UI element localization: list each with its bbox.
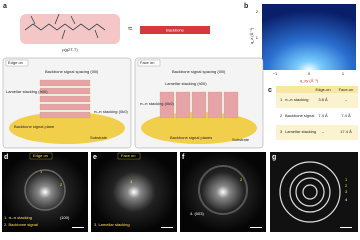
- cell: π–π stacking: [285, 97, 309, 102]
- marker: 2: [240, 177, 243, 182]
- y-axis-label: q_z (Å⁻¹): [249, 27, 254, 44]
- cell: 3.8 Å: [318, 97, 328, 102]
- cell: 7.4 Å: [318, 113, 328, 118]
- panel-title: Face on: [121, 153, 135, 158]
- panel-label: d: [4, 154, 8, 161]
- polymer-label: p(g2T-T): [62, 47, 78, 52]
- row-bg: [276, 125, 358, 140]
- annotation: Substrate: [90, 135, 108, 140]
- panel-d: d Edge on 1 2 (100) 1. π–π stacking 2. B…: [2, 152, 88, 232]
- row-bg: [276, 109, 358, 124]
- x-tick: −1: [273, 71, 278, 76]
- row-bg: [276, 93, 358, 108]
- cell: 2: [280, 113, 283, 118]
- backbone-label: Backbone: [166, 28, 185, 33]
- cell: –: [322, 129, 325, 134]
- face-on-box: Face on Backbone signal spacing (00l) La…: [134, 57, 264, 149]
- annotation: Substrate: [232, 137, 250, 142]
- cell: 7.4 Å: [341, 113, 351, 118]
- annotation: Backbone signal planes: [170, 135, 212, 140]
- panel-label: g: [272, 154, 276, 161]
- y-tick: 1: [256, 35, 259, 40]
- annotation: Lamellar stacking (h00): [165, 81, 207, 86]
- box-title: Edge on: [8, 60, 23, 65]
- cell: 1: [280, 97, 283, 102]
- marker: 2: [60, 182, 63, 187]
- annotation: 4. (003): [190, 211, 204, 216]
- edge-on-box: Edge on Backbone signal spacing (00l) La…: [2, 57, 132, 149]
- backbone-bar: [140, 26, 210, 34]
- molecule-box: [20, 14, 120, 44]
- header: Face-on: [339, 87, 354, 92]
- approx: ≈: [128, 24, 133, 33]
- annotation: 2. Backbone signal: [4, 222, 38, 227]
- ring-label: 3: [345, 189, 348, 194]
- annotation: Backbone signal plane: [14, 124, 55, 129]
- annotation: Backbone signal spacing (00l): [172, 69, 226, 74]
- annotation: 3. Lamellar stacking: [94, 222, 130, 227]
- panel-label: b: [244, 3, 248, 10]
- ring-label: 2: [345, 183, 348, 188]
- marker: 3: [130, 179, 133, 184]
- x-tick: 1: [342, 71, 345, 76]
- cell: 17.4 Å: [340, 129, 352, 134]
- x-tick: 0: [308, 71, 311, 76]
- panel-title: Edge on: [33, 153, 48, 158]
- box-title: Face on: [140, 60, 154, 65]
- panel-label: c: [268, 87, 272, 94]
- cell: –: [345, 97, 348, 102]
- annotation: 1. π–π stacking: [4, 215, 32, 220]
- x-axis-label: q_xy (Å⁻¹): [300, 78, 319, 83]
- molecule: [24, 13, 106, 40]
- figure: a ≈ Backbone p(g2T-T) b q_z (Å⁻¹) 2 1 0 …: [2, 3, 358, 232]
- panel-g: g 1 2 3 4: [270, 152, 358, 232]
- panel-e: e Face on 3 3. Lamellar stacking: [91, 152, 177, 232]
- cell: Backbone signal: [285, 113, 314, 118]
- panel-label: e: [93, 154, 97, 161]
- header: Edge-on: [315, 87, 330, 92]
- y-tick: 2: [256, 9, 259, 14]
- ring-label: 4: [345, 197, 348, 202]
- marker: 1: [40, 169, 43, 174]
- cell: Lamellar stacking: [285, 129, 316, 134]
- annotation: Lamellar stacking (h00): [6, 89, 48, 94]
- annotation: Backbone signal spacing (00l): [45, 69, 99, 74]
- ring-label: 1: [345, 177, 348, 182]
- panel-f: f 2 4. (003): [180, 152, 266, 232]
- diffraction-image: [262, 4, 356, 70]
- panel-label: a: [3, 3, 7, 10]
- annotation: π–π stacking (0k0): [140, 101, 174, 106]
- panel-label: f: [182, 154, 185, 161]
- annotation: (100): [60, 215, 70, 220]
- cell: 3: [280, 129, 283, 134]
- table: c Edge-on Face-on 1 π–π stacking 3.8 Å – 2 Ba…: [268, 86, 358, 140]
- annotation: π–π stacking (0k0): [94, 109, 128, 114]
